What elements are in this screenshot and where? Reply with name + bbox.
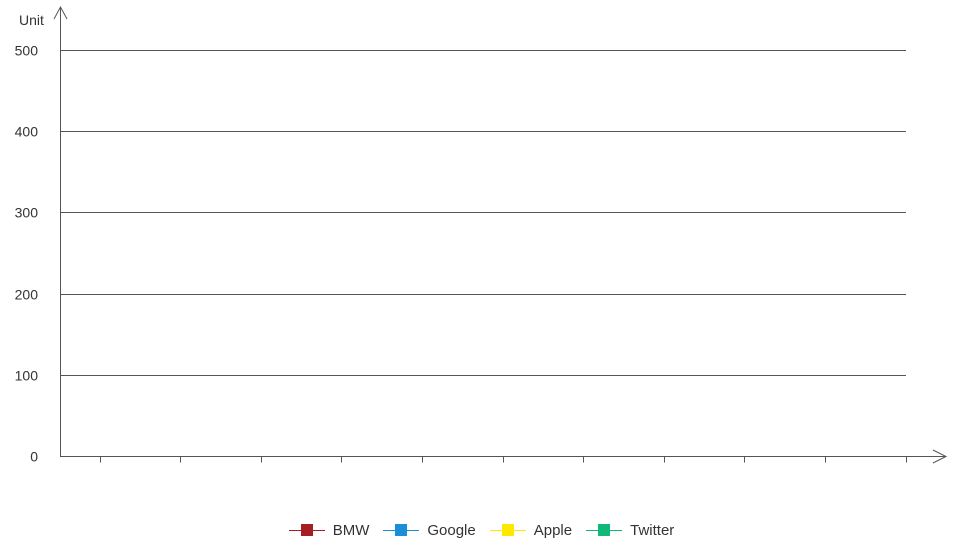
legend-swatch: [288, 523, 325, 537]
legend-swatch: [383, 523, 420, 537]
legend-label: BMW: [332, 521, 370, 539]
legend-item[interactable]: Apple: [489, 521, 573, 539]
legend-label: Google: [427, 521, 476, 539]
y-tick-label: 500: [15, 43, 39, 59]
y-tick-label: 0: [30, 449, 38, 465]
legend-item[interactable]: BMW: [288, 521, 370, 539]
legend-item[interactable]: Twitter: [586, 522, 674, 539]
legend-swatch: [586, 523, 623, 537]
y-tick-label: 300: [15, 205, 39, 221]
y-axis-arrow: [53, 5, 68, 20]
legend-swatch: [489, 523, 526, 537]
y-tick-label: 400: [15, 124, 39, 140]
legend: BMW Google Apple Twitter: [0, 518, 963, 542]
y-axis-title: Unit: [19, 12, 44, 28]
x-axis-arrow: [932, 449, 948, 464]
y-tick-labels: 0 100 200 300 400 500: [15, 43, 39, 465]
y-tick-label: 100: [15, 368, 39, 384]
legend-label: Twitter: [630, 521, 675, 539]
legend-item[interactable]: Google: [383, 521, 476, 539]
y-tick-label: 200: [15, 287, 39, 303]
axes: [53, 5, 948, 464]
grid-lines: [60, 50, 906, 376]
legend-label: Apple: [533, 521, 573, 539]
